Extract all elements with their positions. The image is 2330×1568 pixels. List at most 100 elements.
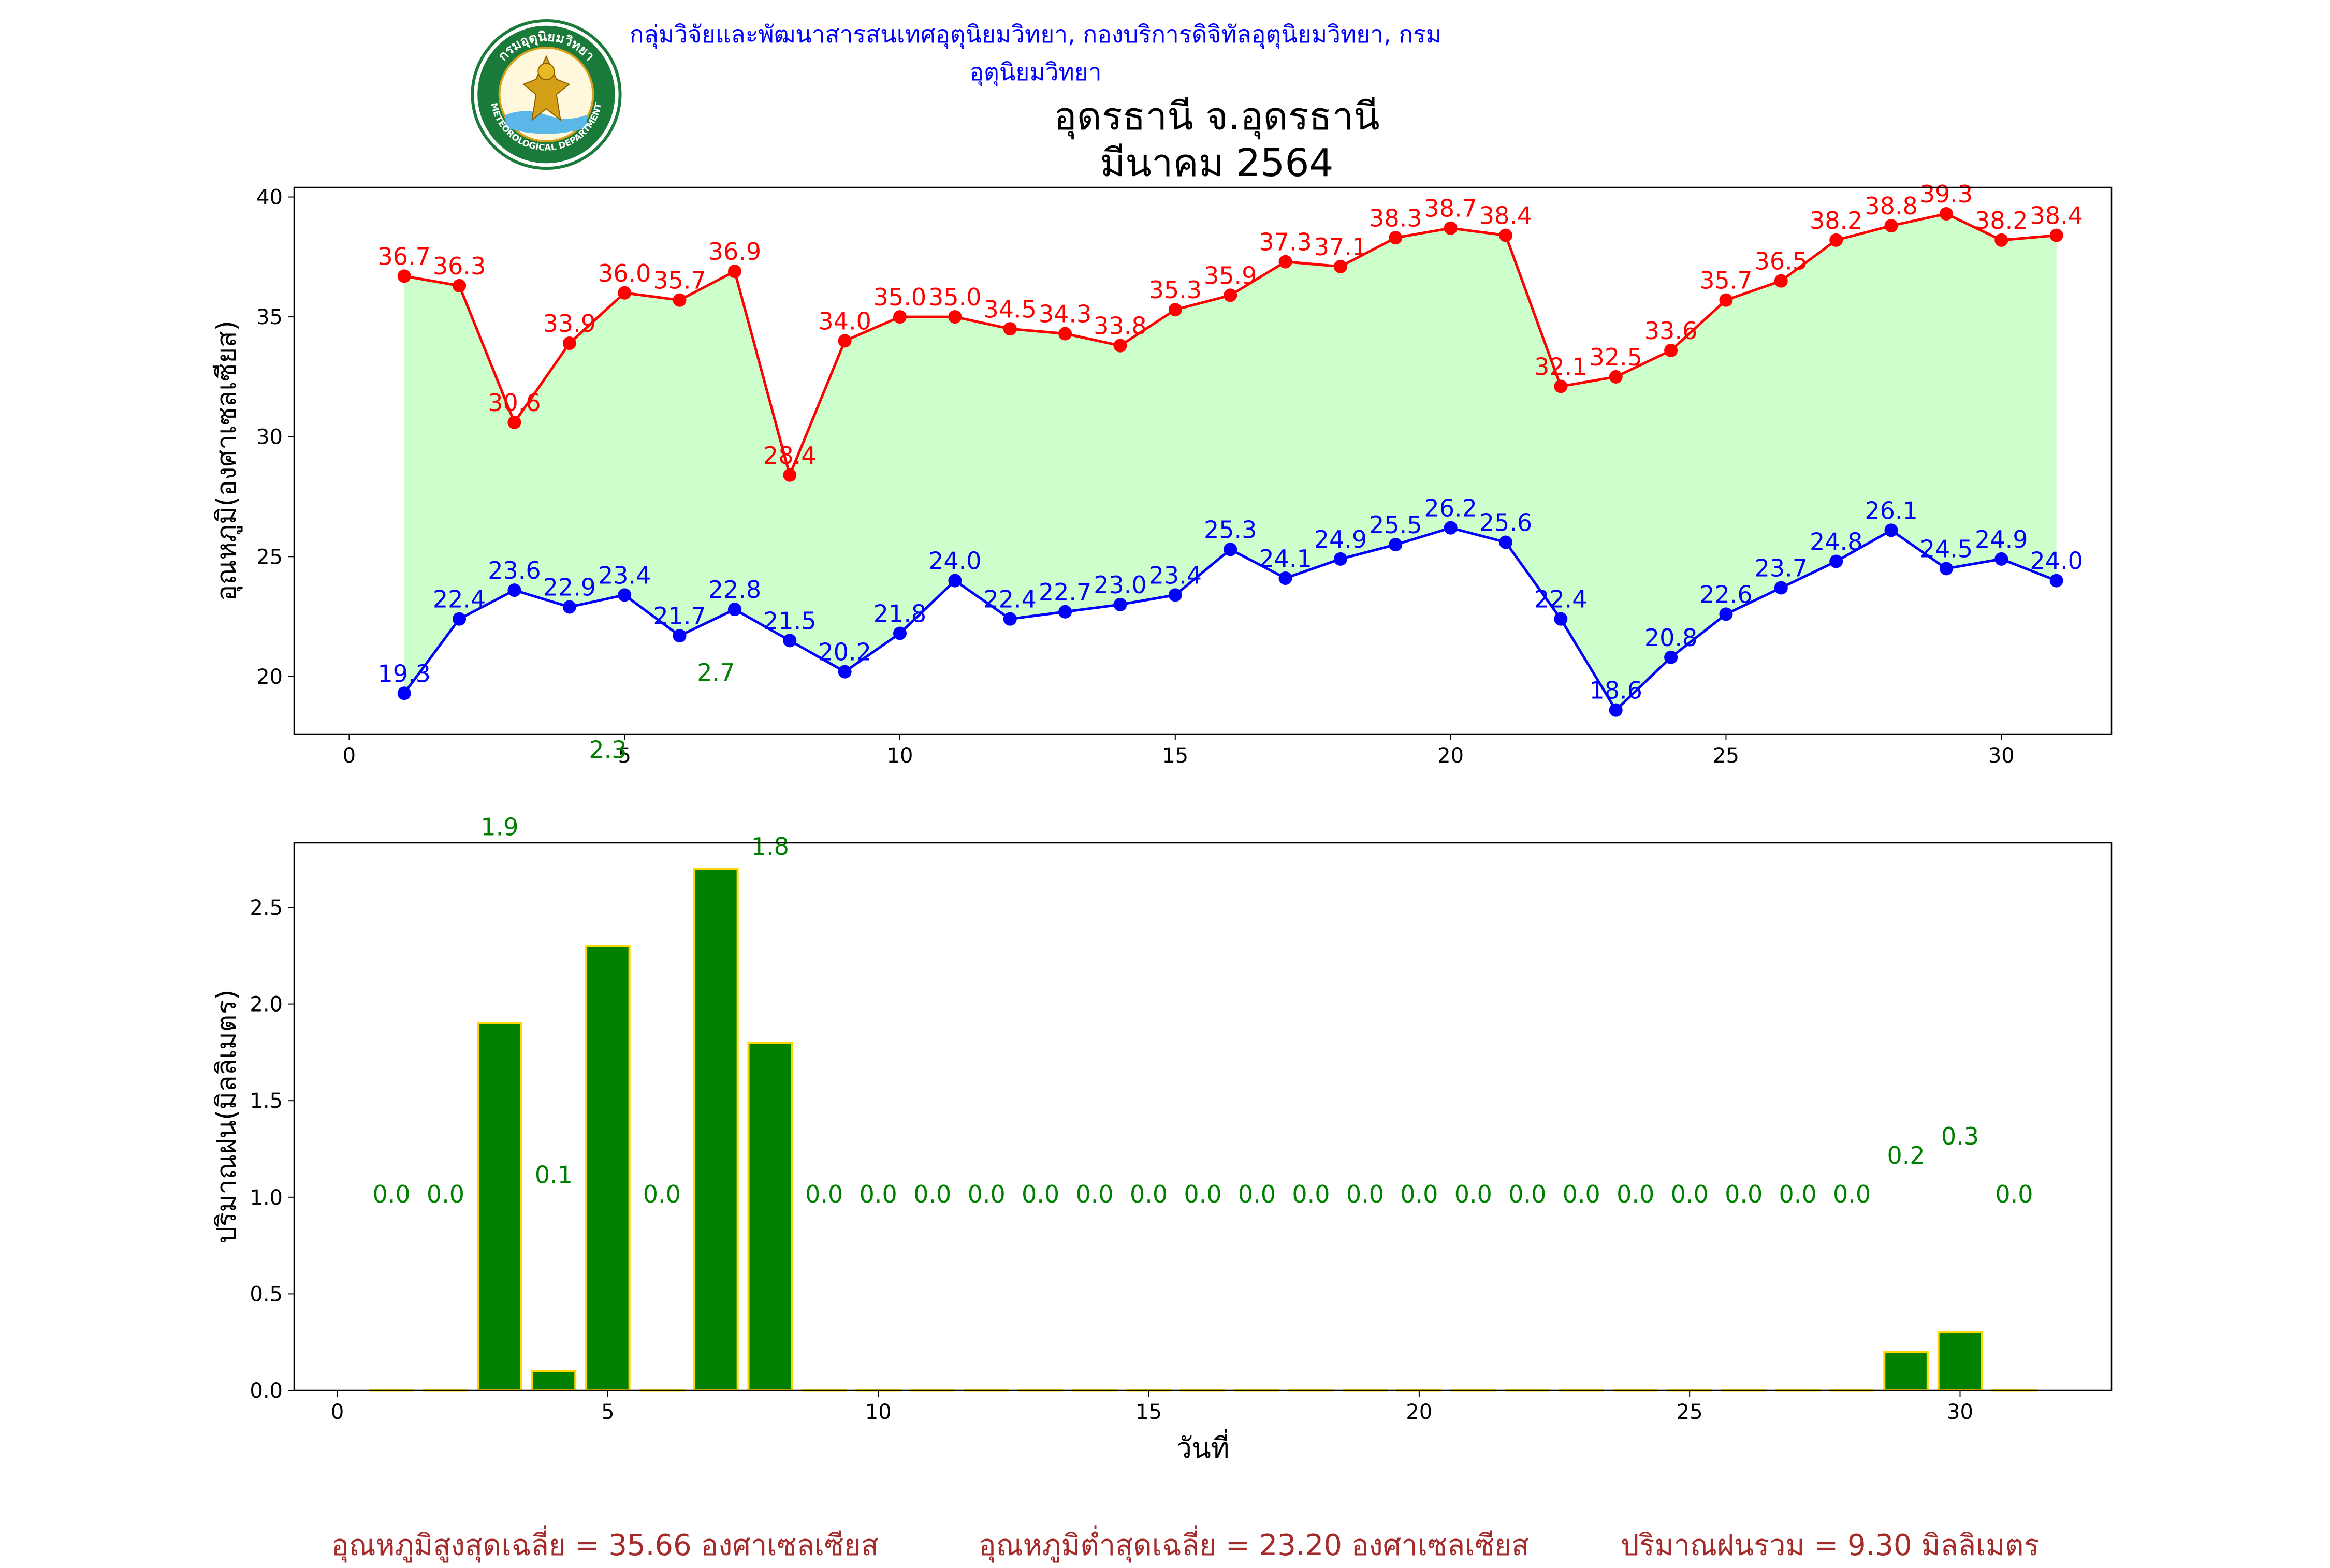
rain-data-label: 0.0 — [1779, 1180, 1817, 1208]
max-temp-point — [948, 310, 962, 324]
credit-line: กลุ่มวิจัยและพัฒนาสารสนเทศอุตุนิยมวิทยา,… — [629, 20, 1442, 86]
rain-data-label: 1.8 — [751, 832, 789, 860]
min-temp-point — [948, 574, 962, 588]
min-temp-data-label: 25.6 — [1479, 508, 1532, 536]
rain-bar — [477, 1022, 522, 1391]
max-temp-data-label: 32.5 — [1590, 343, 1642, 371]
max-temp-point — [1499, 228, 1512, 242]
max-temp-data-label: 38.3 — [1369, 204, 1422, 232]
min-temp-data-label: 26.1 — [1865, 496, 1917, 524]
max-temp-point — [507, 415, 521, 429]
rain-y-tick-label: 2.0 — [250, 993, 283, 1017]
max-temp-data-label: 38.2 — [1810, 207, 1862, 235]
rain-data-label: 0.0 — [1671, 1180, 1709, 1208]
min-temp-data-label: 24.9 — [1975, 525, 2028, 553]
min-temp-point — [1499, 535, 1512, 549]
rain-data-label: 0.0 — [805, 1180, 843, 1208]
rain-bar — [747, 1042, 793, 1392]
rain-data-label: 0.0 — [913, 1180, 951, 1208]
max-temp-data-label: 33.9 — [543, 310, 596, 338]
max-temp-point — [727, 265, 741, 279]
rain-x-tick-label: 20 — [1406, 1400, 1432, 1424]
max-temp-data-label: 33.8 — [1094, 312, 1146, 340]
temp-range-fill — [404, 213, 2057, 710]
chart-title-station: อุดรธานี จ.อุดรธานี — [1054, 94, 1380, 139]
rain-data-label: 0.0 — [1022, 1180, 1059, 1208]
max-temp-data-label: 37.3 — [1259, 228, 1312, 256]
max-temp-data-label: 36.7 — [378, 242, 431, 270]
min-temp-point — [1224, 543, 1237, 556]
total-rain-text: ปริมาณฝนรวม = 9.30 มิลลิเมตร — [1621, 1529, 2040, 1562]
rain-data-label: 2.7 — [697, 658, 735, 686]
rainfall-chart: 0.0 0.0 1.9 0.1 2.3 0.0 2.7 1.8 0.0 0.0 0.0 0.0 0.0 0… — [211, 658, 2113, 1464]
min-temp-data-label: 22.8 — [708, 576, 761, 604]
temp-x-tick-label: 30 — [1988, 744, 2015, 768]
min-temp-point — [1058, 605, 1072, 619]
rain-data-label: 0.0 — [1400, 1180, 1438, 1208]
rain-data-label: 0.0 — [1617, 1180, 1654, 1208]
min-temp-data-label: 24.0 — [2030, 547, 2083, 575]
max-temp-point — [1829, 233, 1843, 247]
rain-y-tick-label: 1.0 — [250, 1186, 283, 1210]
max-temp-point — [1113, 339, 1127, 353]
min-temp-data-label: 25.3 — [1204, 516, 1257, 544]
min-temp-data-label: 23.4 — [598, 561, 651, 589]
rain-data-label: 0.0 — [1454, 1180, 1492, 1208]
min-temp-point — [1113, 597, 1127, 611]
rain-data-label: 0.2 — [1887, 1141, 1925, 1169]
rain-data-label: 2.3 — [589, 736, 627, 764]
rain-data-label: 1.9 — [480, 813, 518, 841]
min-temp-point — [1664, 650, 1678, 664]
min-temp-data-label: 21.5 — [763, 607, 816, 635]
max-temp-data-label: 39.3 — [1920, 180, 1973, 208]
rain-bar — [1937, 1331, 1983, 1391]
rain-data-label: 0.0 — [968, 1180, 1006, 1208]
min-temp-point — [1994, 552, 2008, 566]
min-temp-data-label: 24.1 — [1259, 545, 1312, 573]
min-temp-point — [1719, 607, 1733, 621]
rain-data-label: 0.0 — [427, 1180, 464, 1208]
temp-axes-frame — [293, 186, 2113, 735]
max-temp-point — [893, 310, 907, 324]
max-temp-point — [618, 286, 632, 300]
min-temp-data-label: 26.2 — [1424, 494, 1477, 522]
rain-data-label: 0.0 — [372, 1180, 410, 1208]
rain-data-label: 0.0 — [1563, 1180, 1600, 1208]
max-temp-point — [562, 336, 576, 350]
rain-bar — [693, 868, 739, 1391]
avg-max-temp-text: อุณหภูมิสูงสุดเฉลี่ย = 35.66 องศาเซลเซีย… — [331, 1529, 879, 1562]
min-temp-data-label: 22.6 — [1699, 580, 1752, 608]
min-temp-data-label: 22.9 — [543, 574, 596, 602]
min-temp-point — [1168, 588, 1182, 602]
min-temp-point — [453, 612, 467, 626]
temp-y-tick-label: 20 — [256, 665, 283, 689]
rain-x-tick-label: 0 — [331, 1400, 344, 1424]
max-temp-point — [1278, 255, 1292, 269]
rain-x-tick-label: 15 — [1135, 1400, 1162, 1424]
min-temp-point — [838, 665, 852, 679]
rain-x-tick-label: 30 — [1947, 1400, 1973, 1424]
max-temp-data-label: 35.0 — [928, 283, 981, 311]
max-temp-point — [2049, 228, 2063, 242]
min-temp-point — [1884, 523, 1898, 537]
max-temp-point — [673, 293, 687, 307]
rain-data-label: 0.0 — [1995, 1180, 2033, 1208]
avg-min-temp-text: อุณหภูมิต่ำสุดเฉลี่ย = 23.20 องศาเซลเซีย… — [979, 1529, 1530, 1562]
min-temp-point — [1774, 581, 1788, 595]
max-temp-data-label: 37.1 — [1314, 233, 1367, 261]
rain-data-label: 0.0 — [1184, 1180, 1221, 1208]
max-temp-point — [838, 334, 852, 348]
rain-data-label: 0.0 — [1833, 1180, 1871, 1208]
rain-data-label: 0.0 — [1238, 1180, 1276, 1208]
min-temp-data-label: 24.8 — [1810, 528, 1862, 556]
max-temp-data-label: 30.6 — [488, 389, 541, 417]
min-temp-point — [1554, 612, 1568, 626]
max-temp-data-label: 32.1 — [1534, 353, 1587, 380]
max-temp-point — [783, 468, 797, 482]
min-temp-point — [1609, 703, 1623, 717]
max-temp-point — [397, 269, 411, 283]
max-temp-data-label: 34.3 — [1039, 300, 1091, 328]
min-temp-point — [1829, 554, 1843, 568]
min-temp-data-label: 23.4 — [1149, 561, 1202, 589]
max-temp-point — [1884, 219, 1898, 233]
